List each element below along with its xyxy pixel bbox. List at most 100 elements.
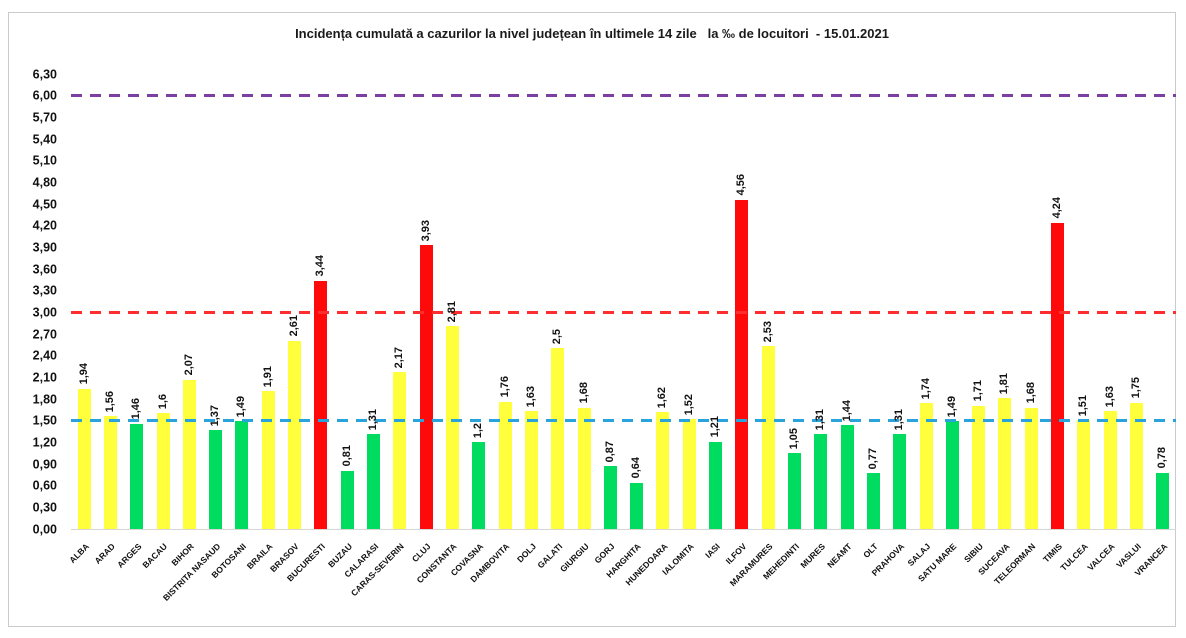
bar-group: 0,81 BUZAU (326, 74, 360, 569)
bar-value-label: 3,93 (419, 219, 432, 242)
bar (787, 453, 801, 529)
bar-group: 1,75 VASLUI (1114, 74, 1149, 570)
bar-group: 1,76 DAMBOVITA (468, 74, 518, 584)
bar-group: 1,46 ARGES (115, 74, 150, 570)
y-tick-label: 5,10 (32, 153, 57, 168)
bar-group: 2,53 MARAMURES (728, 74, 781, 588)
y-tick-label: 3,30 (32, 283, 57, 298)
bar-value-label: 1,62 (656, 386, 669, 408)
bar-value-label: 1,68 (1024, 382, 1037, 404)
bar-value-label: 1,31 (893, 408, 906, 431)
bar-group: 1,63 VALCEA (1085, 74, 1123, 573)
bar-group: 1,2 COVASNA (448, 74, 492, 578)
bar-group: 1,31 CALARASI (342, 74, 386, 579)
bar-group: 4,56 ILFOV (723, 74, 755, 566)
reference-line-6-00 (71, 94, 1176, 98)
bar-group: 1,74 SALAJ (906, 74, 939, 568)
bar-group: 2,17 CARAS-SEVERIN (349, 74, 413, 598)
bar (972, 405, 986, 529)
bar (735, 199, 749, 529)
bar (893, 434, 907, 529)
bar-group: 1,56 ARAD (92, 74, 123, 566)
bar-value-label: 1,74 (919, 377, 932, 400)
chart-title: Incidența cumulată a cazurilor la nivel … (295, 26, 889, 41)
bar-group: 2,07 BIHOR (169, 74, 202, 568)
bar (367, 434, 381, 529)
bar-value-label: 1,49 (235, 395, 248, 418)
y-axis: 0,00 0,30 0,60 0,90 1,20 1,50 1,80 2,10 2,40 2,70… (9, 68, 61, 535)
bar-group: 1,52 IALOMITA (660, 74, 702, 577)
bar-value-label: 3,44 (314, 255, 327, 277)
bar-group: 1,44 NEAMT (825, 74, 860, 570)
bar (103, 416, 117, 529)
bar (156, 413, 170, 529)
bar-group: 2,81 CONSTANTA (415, 74, 465, 585)
bar (551, 348, 565, 529)
bar-group: 1,91 BRAILA (245, 74, 281, 571)
bar-value-label: 1,05 (787, 427, 800, 450)
y-tick-label: 1,50 (32, 413, 57, 428)
bar (182, 379, 196, 529)
bar-value-label: 4,56 (735, 174, 748, 196)
y-tick-label: 0,00 (32, 521, 57, 536)
bar-group: 1,63 DOLJ (515, 74, 544, 564)
bar-group: 4,24 TIMIS (1041, 74, 1070, 564)
bar-value-label: 1,31 (814, 408, 827, 431)
bar-value-label: 1,37 (209, 404, 222, 427)
bar-value-label: 1,76 (498, 376, 511, 398)
bar (761, 346, 775, 529)
bar-value-label: 0,77 (866, 447, 879, 470)
bar-value-label: 1,94 (77, 363, 90, 385)
bar-group: 1,37 BISTRITA NASAUD (161, 74, 229, 603)
bar-value-label: 1,46 (130, 398, 143, 420)
bar-group: 1,05 MEHEDINTI (761, 74, 807, 581)
bar-group: 1,31 MURES (798, 74, 834, 570)
bar (1156, 472, 1170, 529)
bar-group: 1,31 PRAHOVA (869, 74, 913, 578)
bar-group: 2,61 BRASOV (268, 74, 307, 574)
bar-value-label: 2,53 (761, 320, 774, 343)
bar (1024, 407, 1038, 529)
bar (472, 442, 486, 529)
bar (261, 391, 275, 529)
bar (840, 425, 854, 529)
bar-value-label: 1,49 (945, 395, 958, 418)
bar-value-label: 1,6 (156, 394, 169, 410)
y-tick-label: 5,40 (32, 131, 57, 146)
y-tick-label: 2,40 (32, 348, 57, 363)
bar-value-label: 1,21 (709, 416, 722, 438)
bar-value-label: 2,81 (445, 300, 458, 323)
bar-value-label: 1,63 (1103, 385, 1116, 408)
plot-area: 1,94 ALBA 1,56 ARAD 1,46 ARGES 1,6 BACAU 2,07 BIH… (67, 74, 1176, 603)
bar-group: 1,71 SIBIU (962, 74, 992, 564)
bar (709, 441, 723, 529)
bar-value-label: 0,64 (630, 457, 643, 479)
bar (393, 372, 407, 529)
bar-value-label: 2,07 (182, 354, 195, 376)
bar-value-label: 1,56 (103, 390, 116, 413)
y-tick-label: 5,70 (32, 110, 57, 125)
y-tick-label: 0,90 (32, 456, 57, 471)
bar (656, 412, 670, 529)
bar-value-label: 1,51 (1077, 394, 1090, 416)
y-tick-label: 0,30 (32, 500, 57, 515)
bar-group: 1,49 SATU MARE (916, 74, 965, 584)
bar-group: 1,94 ALBA (67, 74, 97, 565)
bar (998, 398, 1012, 529)
bar-value-label: 1,91 (261, 365, 274, 388)
bar (1051, 222, 1065, 529)
bar-value-label: 2,5 (551, 329, 564, 345)
bar-value-label: 0,87 (603, 440, 616, 463)
bar (235, 421, 249, 529)
bar (288, 340, 302, 529)
bar-value-label: 2,17 (393, 346, 406, 369)
bar (77, 388, 91, 529)
bar-value-label: 0,78 (1156, 447, 1169, 469)
y-tick-label: 4,20 (32, 218, 57, 233)
bar (1130, 402, 1144, 529)
y-tick-label: 6,00 (32, 88, 57, 103)
chart-frame: Incidența cumulată a cazurilor la nivel … (8, 12, 1176, 627)
bar-group: 0,64 HARGHITA (605, 74, 650, 580)
bar (814, 434, 828, 529)
bar-group: 1,68 GIURGIU (558, 74, 597, 574)
